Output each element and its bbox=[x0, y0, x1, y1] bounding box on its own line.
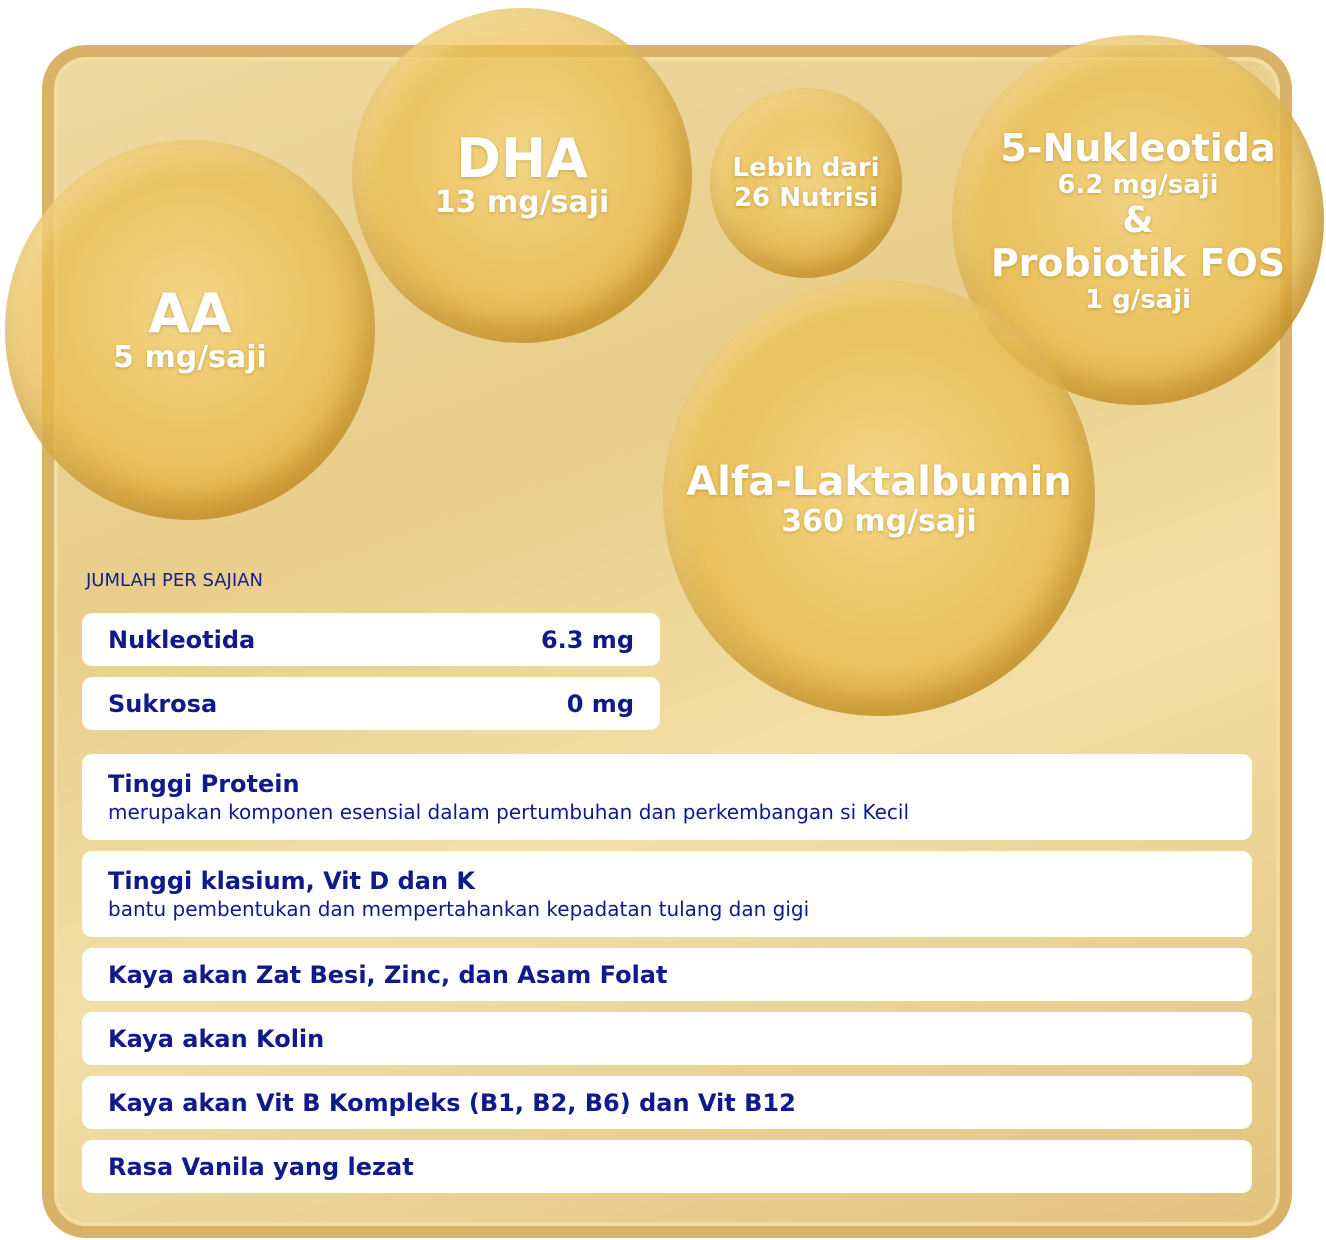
benefit-title: Rasa Vanila yang lezat bbox=[108, 1152, 414, 1181]
benefit-row: Rasa Vanila yang lezat bbox=[82, 1140, 1252, 1193]
ampersand: & bbox=[1122, 199, 1154, 241]
bubble-nutrients: Lebih dari 26 Nutrisi bbox=[710, 88, 902, 278]
bubble-aa: AA 5 mg/saji bbox=[5, 140, 375, 520]
benefit-row: Tinggi Protein merupakan komponen esensi… bbox=[82, 754, 1252, 840]
bubble-value-2: 1 g/saji bbox=[1084, 284, 1192, 315]
bubble-value: 13 mg/saji bbox=[434, 185, 610, 220]
benefit-title: Tinggi klasium, Vit D dan K bbox=[108, 867, 475, 895]
bubble-line: Lebih dari bbox=[732, 153, 880, 183]
nutrient-name: Nukleotida bbox=[108, 625, 256, 654]
bubble-title: DHA bbox=[456, 127, 588, 190]
nutrient-name: Sukrosa bbox=[108, 689, 218, 718]
benefit-row: Kaya akan Kolin bbox=[82, 1012, 1252, 1065]
benefit-title: Tinggi Protein bbox=[108, 770, 300, 798]
benefit-title: Kaya akan Kolin bbox=[108, 1024, 325, 1053]
bubble-value: 5 mg/saji bbox=[113, 339, 267, 375]
bubble-nucleotide: 5-Nukleotida 6.2 mg/saji & Probiotik FOS… bbox=[952, 35, 1324, 405]
benefit-desc: bantu pembentukan dan mempertahankan kep… bbox=[108, 897, 810, 921]
benefit-desc: merupakan komponen esensial dalam pertum… bbox=[108, 800, 910, 824]
bubble-dha: DHA 13 mg/saji bbox=[352, 8, 692, 343]
bubble-title-2: Probiotik FOS bbox=[990, 240, 1286, 285]
bubble-alfa: Alfa-Laktalbumin 360 mg/saji bbox=[663, 280, 1095, 716]
bubble-line: 26 Nutrisi bbox=[733, 183, 879, 213]
per-serving-label: JUMLAH PER SAJIAN bbox=[86, 570, 263, 591]
benefit-row: Tinggi klasium, Vit D dan K bantu pemben… bbox=[82, 851, 1252, 937]
bubble-title: Alfa-Laktalbumin bbox=[686, 458, 1072, 505]
benefit-row: Kaya akan Zat Besi, Zinc, dan Asam Folat bbox=[82, 948, 1252, 1001]
bubble-title: 5-Nukleotida bbox=[1000, 125, 1276, 170]
benefit-row: Kaya akan Vit B Kompleks (B1, B2, B6) da… bbox=[82, 1076, 1252, 1129]
nutrition-row: Sukrosa 0 mg bbox=[82, 677, 660, 730]
nutrient-amount: 6.3 mg bbox=[540, 625, 634, 654]
benefit-title: Kaya akan Vit B Kompleks (B1, B2, B6) da… bbox=[108, 1088, 796, 1117]
bubble-title: AA bbox=[148, 281, 232, 345]
benefit-title: Kaya akan Zat Besi, Zinc, dan Asam Folat bbox=[108, 960, 668, 989]
nutrition-row: Nukleotida 6.3 mg bbox=[82, 613, 660, 666]
bubble-value: 360 mg/saji bbox=[781, 503, 977, 539]
nutrient-amount: 0 mg bbox=[566, 689, 634, 718]
bubble-value: 6.2 mg/saji bbox=[1057, 169, 1219, 200]
